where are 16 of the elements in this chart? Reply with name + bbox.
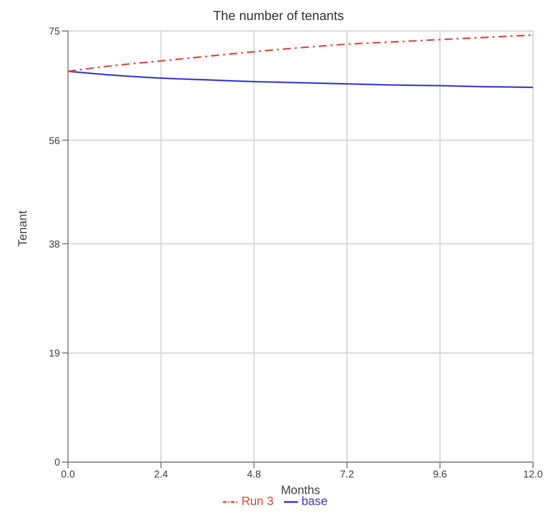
y-tick-label: 56 — [48, 136, 60, 147]
x-tick-label: 4.8 — [247, 469, 262, 480]
x-tick-label: 7.2 — [340, 469, 354, 480]
y-tick-label: 0 — [54, 458, 60, 469]
x-tick-label: 12.0 — [523, 469, 544, 480]
y-tick-label: 38 — [48, 239, 60, 250]
y-tick-label: 75 — [48, 26, 60, 38]
line-series — [68, 34, 533, 72]
x-tick-label: 2.4 — [154, 469, 168, 480]
legend-label: Run 3 — [241, 494, 274, 508]
line-series — [68, 70, 533, 88]
y-axis-title: Tenant — [15, 210, 30, 247]
chart-title: The number of tenants — [212, 8, 345, 23]
x-tick-label: 9.6 — [433, 469, 448, 480]
y-tick-label: 19 — [48, 348, 60, 360]
x-tick-label: 0.0 — [61, 469, 76, 480]
